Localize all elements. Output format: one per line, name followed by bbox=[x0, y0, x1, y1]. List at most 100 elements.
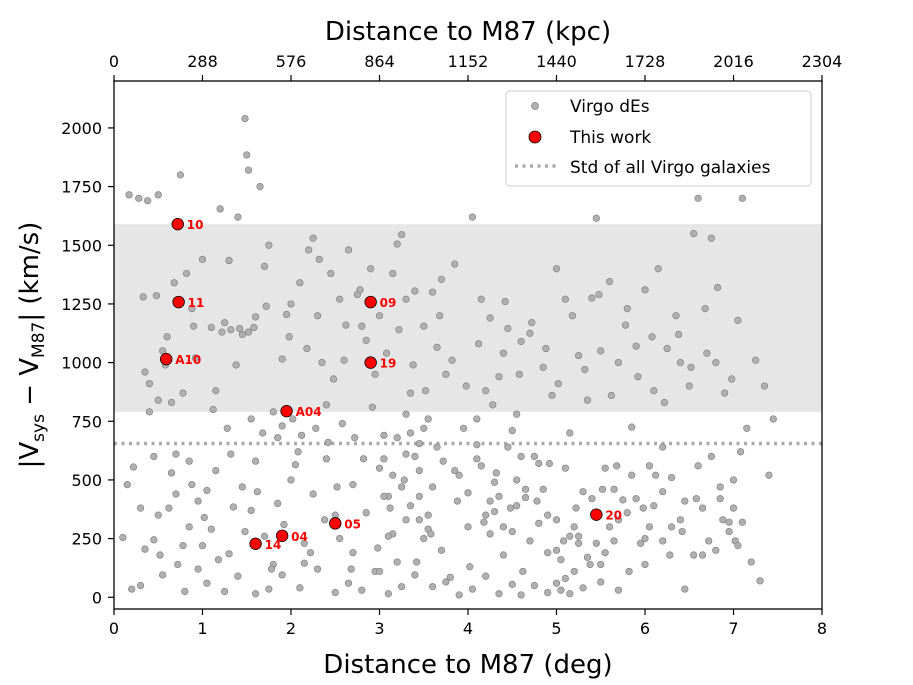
virgo-de-point bbox=[621, 321, 630, 329]
virgo-de-point bbox=[402, 295, 410, 303]
virgo-de-point bbox=[402, 410, 410, 418]
virgo-de-point bbox=[393, 558, 401, 566]
virgo-de-point bbox=[601, 549, 609, 557]
virgo-de-point bbox=[597, 560, 605, 569]
virgo-de-point bbox=[298, 431, 306, 439]
virgo-de-point bbox=[252, 590, 260, 598]
virgo-de-point bbox=[420, 534, 428, 543]
virgo-de-point bbox=[464, 523, 472, 531]
virgo-de-point bbox=[232, 361, 240, 369]
virgo-de-point bbox=[526, 329, 534, 337]
virgo-de-point bbox=[382, 349, 391, 357]
virgo-de-point bbox=[455, 591, 463, 599]
virgo-de-point bbox=[156, 551, 164, 559]
virgo-de-point bbox=[482, 572, 490, 580]
virgo-de-point bbox=[347, 565, 355, 573]
virgo-de-point bbox=[368, 403, 377, 411]
virgo-de-point bbox=[349, 481, 357, 489]
virgo-de-point bbox=[583, 396, 592, 404]
y-tick-label: 750 bbox=[71, 412, 102, 431]
virgo-de-point bbox=[214, 556, 223, 564]
virgo-de-point bbox=[595, 290, 603, 299]
virgo-de-point bbox=[738, 518, 746, 526]
virgo-de-point bbox=[305, 246, 313, 254]
virgo-de-point bbox=[309, 234, 317, 242]
virgo-de-point bbox=[145, 380, 153, 388]
virgo-de-point bbox=[614, 586, 623, 594]
y-tick-label: 1250 bbox=[61, 295, 102, 314]
virgo-de-point bbox=[486, 497, 494, 505]
virgo-de-point bbox=[274, 499, 282, 508]
virgo-de-point bbox=[128, 585, 136, 593]
virgo-de-point bbox=[489, 401, 497, 409]
virgo-de-point bbox=[436, 312, 444, 320]
virgo-de-point bbox=[212, 387, 220, 395]
virgo-de-point bbox=[645, 462, 654, 470]
virgo-de-point bbox=[427, 530, 435, 538]
this-work-label-09: 09 bbox=[380, 296, 397, 310]
virgo-de-point bbox=[300, 559, 308, 567]
virgo-de-point bbox=[614, 359, 623, 367]
y-axis-title-part-1: |V bbox=[15, 442, 45, 469]
x-tick-label: 2 bbox=[286, 619, 296, 638]
virgo-de-point bbox=[453, 497, 461, 505]
virgo-de-point bbox=[141, 545, 149, 553]
virgo-de-point bbox=[477, 295, 485, 303]
virgo-de-point bbox=[528, 319, 536, 327]
y-tick-label: 500 bbox=[71, 471, 102, 490]
virgo-de-point bbox=[517, 337, 525, 346]
virgo-de-point bbox=[291, 461, 300, 469]
virgo-de-point bbox=[519, 567, 527, 576]
virgo-de-point bbox=[198, 542, 207, 550]
virgo-de-point bbox=[371, 370, 379, 378]
virgo-de-point bbox=[521, 493, 530, 502]
virgo-de-point bbox=[294, 448, 302, 456]
virgo-de-point bbox=[322, 401, 331, 409]
virgo-de-point bbox=[296, 279, 304, 287]
virgo-de-point bbox=[380, 431, 388, 439]
virgo-de-point bbox=[490, 508, 499, 516]
virgo-de-point bbox=[287, 300, 295, 308]
x-tick-label: 4 bbox=[463, 619, 473, 638]
virgo-de-point bbox=[566, 429, 574, 437]
virgo-de-point bbox=[535, 519, 543, 527]
virgo-de-point bbox=[250, 323, 258, 332]
virgo-de-point bbox=[707, 452, 715, 461]
y-tick-label: 1500 bbox=[61, 236, 102, 255]
virgo-de-point bbox=[566, 532, 574, 540]
virgo-de-point bbox=[209, 405, 217, 414]
virgo-de-point bbox=[234, 213, 242, 221]
y-tick-label: 0 bbox=[92, 588, 102, 607]
virgo-de-point bbox=[681, 585, 689, 593]
virgo-de-point bbox=[513, 410, 521, 418]
top-x-tick-label: 864 bbox=[364, 52, 395, 71]
virgo-de-point bbox=[411, 571, 419, 579]
virgo-de-point bbox=[725, 518, 733, 526]
y-axis-title-part-2: − V bbox=[15, 358, 45, 414]
virgo-de-point bbox=[424, 511, 432, 519]
virgo-de-point bbox=[234, 572, 242, 580]
virgo-de-point bbox=[713, 283, 722, 292]
virgo-de-point bbox=[136, 504, 145, 512]
virgo-de-point bbox=[678, 527, 686, 536]
y-tick-label: 2000 bbox=[61, 119, 102, 138]
virgo-de-point bbox=[598, 485, 607, 493]
virgo-de-point bbox=[300, 539, 308, 547]
legend-box bbox=[505, 90, 812, 187]
virgo-de-point bbox=[359, 455, 368, 463]
this-work-point-11 bbox=[172, 295, 185, 309]
virgo-de-point bbox=[504, 324, 512, 333]
virgo-de-point bbox=[194, 497, 202, 505]
virgo-de-point bbox=[480, 518, 488, 526]
virgo-de-point bbox=[676, 359, 685, 367]
virgo-de-point bbox=[756, 577, 764, 585]
virgo-de-point bbox=[179, 389, 187, 397]
virgo-de-point bbox=[552, 265, 561, 273]
virgo-de-point bbox=[610, 485, 618, 493]
virgo-de-point bbox=[139, 293, 147, 301]
this-work-label-A10: A10 bbox=[175, 353, 201, 367]
virgo-de-point bbox=[517, 591, 525, 599]
virgo-de-point bbox=[659, 443, 667, 451]
virgo-de-point bbox=[129, 463, 138, 471]
virgo-de-point bbox=[667, 473, 676, 482]
